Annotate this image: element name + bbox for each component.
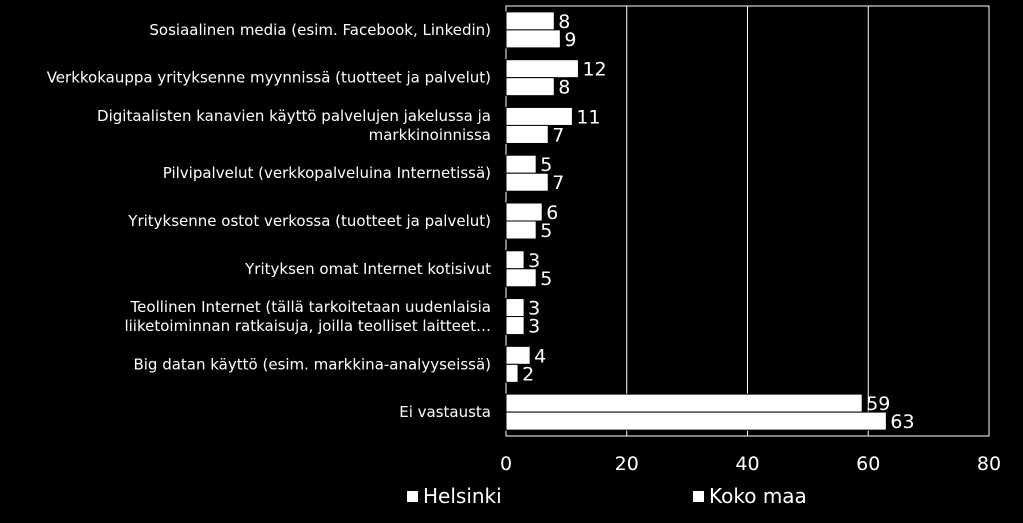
legend-swatch-helsinki [407, 490, 418, 502]
category-label: Digitaalisten kanavien käyttö palvelujen… [97, 107, 491, 144]
x-tick-label: 40 [735, 453, 759, 475]
data-label: 5 [540, 154, 552, 176]
legend-item-koko-maa: Koko maa [693, 484, 807, 508]
category-label-line: Sosiaalinen media (esim. Facebook, Linke… [149, 21, 491, 39]
legend-label-helsinki: Helsinki [423, 484, 502, 508]
category-label: Yrityksen omat Internet kotisivut [244, 260, 491, 278]
data-label: 5 [540, 268, 552, 290]
category-label-line: Verkkokauppa yrityksenne myynnissä (tuot… [47, 69, 491, 87]
data-label: 7 [552, 124, 564, 146]
bar-koko-maa [505, 29, 561, 49]
category-label-line: Yrityksenne ostot verkossa (tuotteet ja … [127, 212, 491, 230]
data-label: 8 [558, 77, 570, 99]
data-label: 12 [582, 59, 606, 81]
data-label: 63 [890, 411, 914, 433]
data-label: 8 [558, 11, 570, 33]
bar-helsinki [505, 202, 543, 222]
bar-koko-maa [505, 172, 549, 192]
bar-helsinki [505, 298, 525, 318]
category-label: Ei vastausta [399, 403, 491, 421]
category-label-line: Teollinen Internet (tällä tarkoitetaan u… [130, 298, 491, 316]
x-tick-label: 80 [977, 453, 1001, 475]
category-label-line: Big datan käyttö (esim. markkina-analyys… [133, 355, 491, 373]
data-label: 4 [534, 345, 546, 367]
category-label-line: liiketoiminnan ratkaisuja, joilla teolli… [124, 317, 491, 335]
bar-koko-maa [505, 124, 549, 144]
category-label: Yrityksenne ostot verkossa (tuotteet ja … [127, 212, 491, 230]
legend-swatch-koko-maa [693, 490, 704, 502]
legend-item-helsinki: Helsinki [407, 484, 502, 508]
data-label: 5 [540, 220, 552, 242]
legend-label-koko-maa: Koko maa [709, 484, 807, 508]
category-label-line: Digitaalisten kanavien käyttö palvelujen… [97, 107, 491, 125]
category-label: Sosiaalinen media (esim. Facebook, Linke… [149, 21, 491, 39]
category-label-line: Ei vastausta [399, 403, 491, 421]
bar-helsinki [505, 250, 525, 270]
bar-koko-maa [505, 363, 519, 383]
legend: Helsinki Koko maa [0, 484, 1023, 510]
bar-helsinki [505, 154, 537, 174]
data-label: 59 [866, 393, 890, 415]
bar-koko-maa [505, 268, 537, 288]
bar-koko-maa [505, 411, 887, 431]
category-label: Teollinen Internet (tällä tarkoitetaan u… [124, 298, 491, 335]
category-label: Verkkokauppa yrityksenne myynnissä (tuot… [47, 69, 491, 87]
data-label: 9 [564, 29, 576, 51]
category-label: Big datan käyttö (esim. markkina-analyys… [133, 355, 491, 373]
bar-helsinki [505, 345, 531, 365]
x-tick-label: 20 [615, 453, 639, 475]
bar-helsinki [505, 11, 555, 31]
bar-koko-maa [505, 77, 555, 97]
bar-helsinki [505, 59, 579, 79]
data-label: 2 [522, 363, 534, 385]
data-label: 3 [528, 250, 540, 272]
data-label: 3 [528, 298, 540, 320]
bar-koko-maa [505, 220, 537, 240]
category-label-line: markkinoinnissa [369, 126, 491, 144]
data-label: 3 [528, 316, 540, 338]
data-label: 7 [552, 172, 564, 194]
category-label-line: Pilvipalvelut (verkkopalveluina Internet… [163, 164, 491, 182]
data-label: 6 [546, 202, 558, 224]
category-label-line: Yrityksen omat Internet kotisivut [244, 260, 491, 278]
bar-helsinki [505, 106, 573, 126]
bar-helsinki [505, 393, 863, 413]
data-label: 11 [576, 106, 600, 128]
x-tick-label: 0 [500, 453, 512, 475]
category-label: Pilvipalvelut (verkkopalveluina Internet… [163, 164, 491, 182]
bar-koko-maa [505, 316, 525, 336]
x-tick-label: 60 [856, 453, 880, 475]
